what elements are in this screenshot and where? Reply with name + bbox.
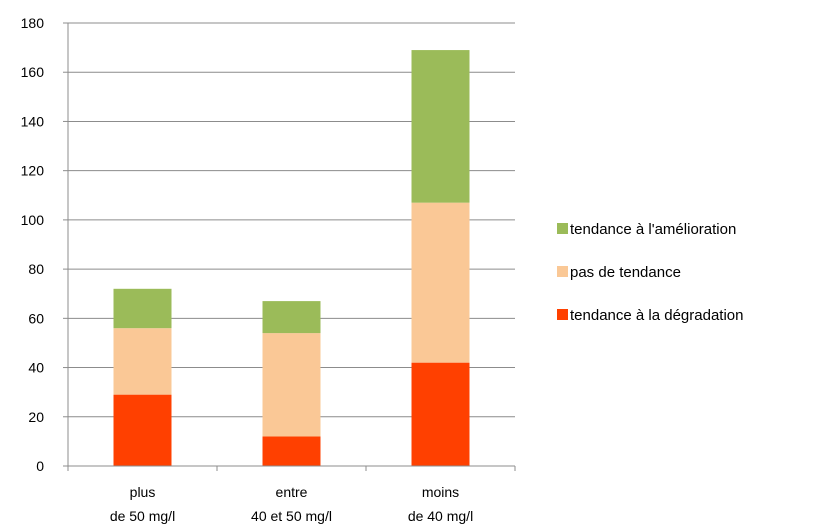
bar-segment — [262, 301, 321, 334]
y-tick-label: 20 — [28, 409, 44, 425]
bar-segment — [113, 328, 172, 395]
y-tick-label: 0 — [36, 458, 44, 474]
x-tick-label: 40 et 50 mg/l — [251, 508, 332, 524]
legend-swatch — [557, 309, 568, 320]
y-tick-label: 80 — [28, 261, 44, 277]
legend: tendance à l'amélioration pas de tendance… — [557, 221, 743, 324]
legend-label: tendance à la dégradation — [570, 307, 743, 324]
x-tick-label: de 40 mg/l — [408, 508, 473, 524]
x-tick-label: entre — [276, 484, 308, 500]
legend-label: pas de tendance — [570, 264, 681, 281]
bar-segment — [411, 202, 470, 363]
bar-segment — [411, 50, 470, 203]
bar-segment — [113, 288, 172, 329]
bars — [113, 50, 470, 466]
y-tick-label: 100 — [21, 212, 45, 228]
x-tick-label: plus — [130, 484, 156, 500]
legend-swatch — [557, 266, 568, 277]
bar-segment — [411, 362, 470, 466]
legend-swatch — [557, 223, 568, 234]
y-tick-label: 120 — [21, 163, 45, 179]
y-tick-label: 140 — [21, 113, 45, 129]
x-tick-label: moins — [422, 484, 459, 500]
bar-segment — [262, 436, 321, 466]
y-tick-label: 180 — [21, 15, 45, 31]
y-axis: 0 20 40 60 80 100 120 140 160 180 — [21, 15, 69, 474]
y-tick-label: 160 — [21, 64, 45, 80]
x-axis: plus de 50 mg/l entre 40 et 50 mg/l moins de … — [67, 465, 516, 524]
bar-segment — [113, 394, 172, 466]
y-tick-label: 40 — [28, 360, 44, 376]
bar-segment — [262, 333, 321, 437]
x-tick-label: de 50 mg/l — [110, 508, 175, 524]
legend-label: tendance à l'amélioration — [570, 221, 736, 238]
y-tick-label: 60 — [28, 310, 44, 326]
